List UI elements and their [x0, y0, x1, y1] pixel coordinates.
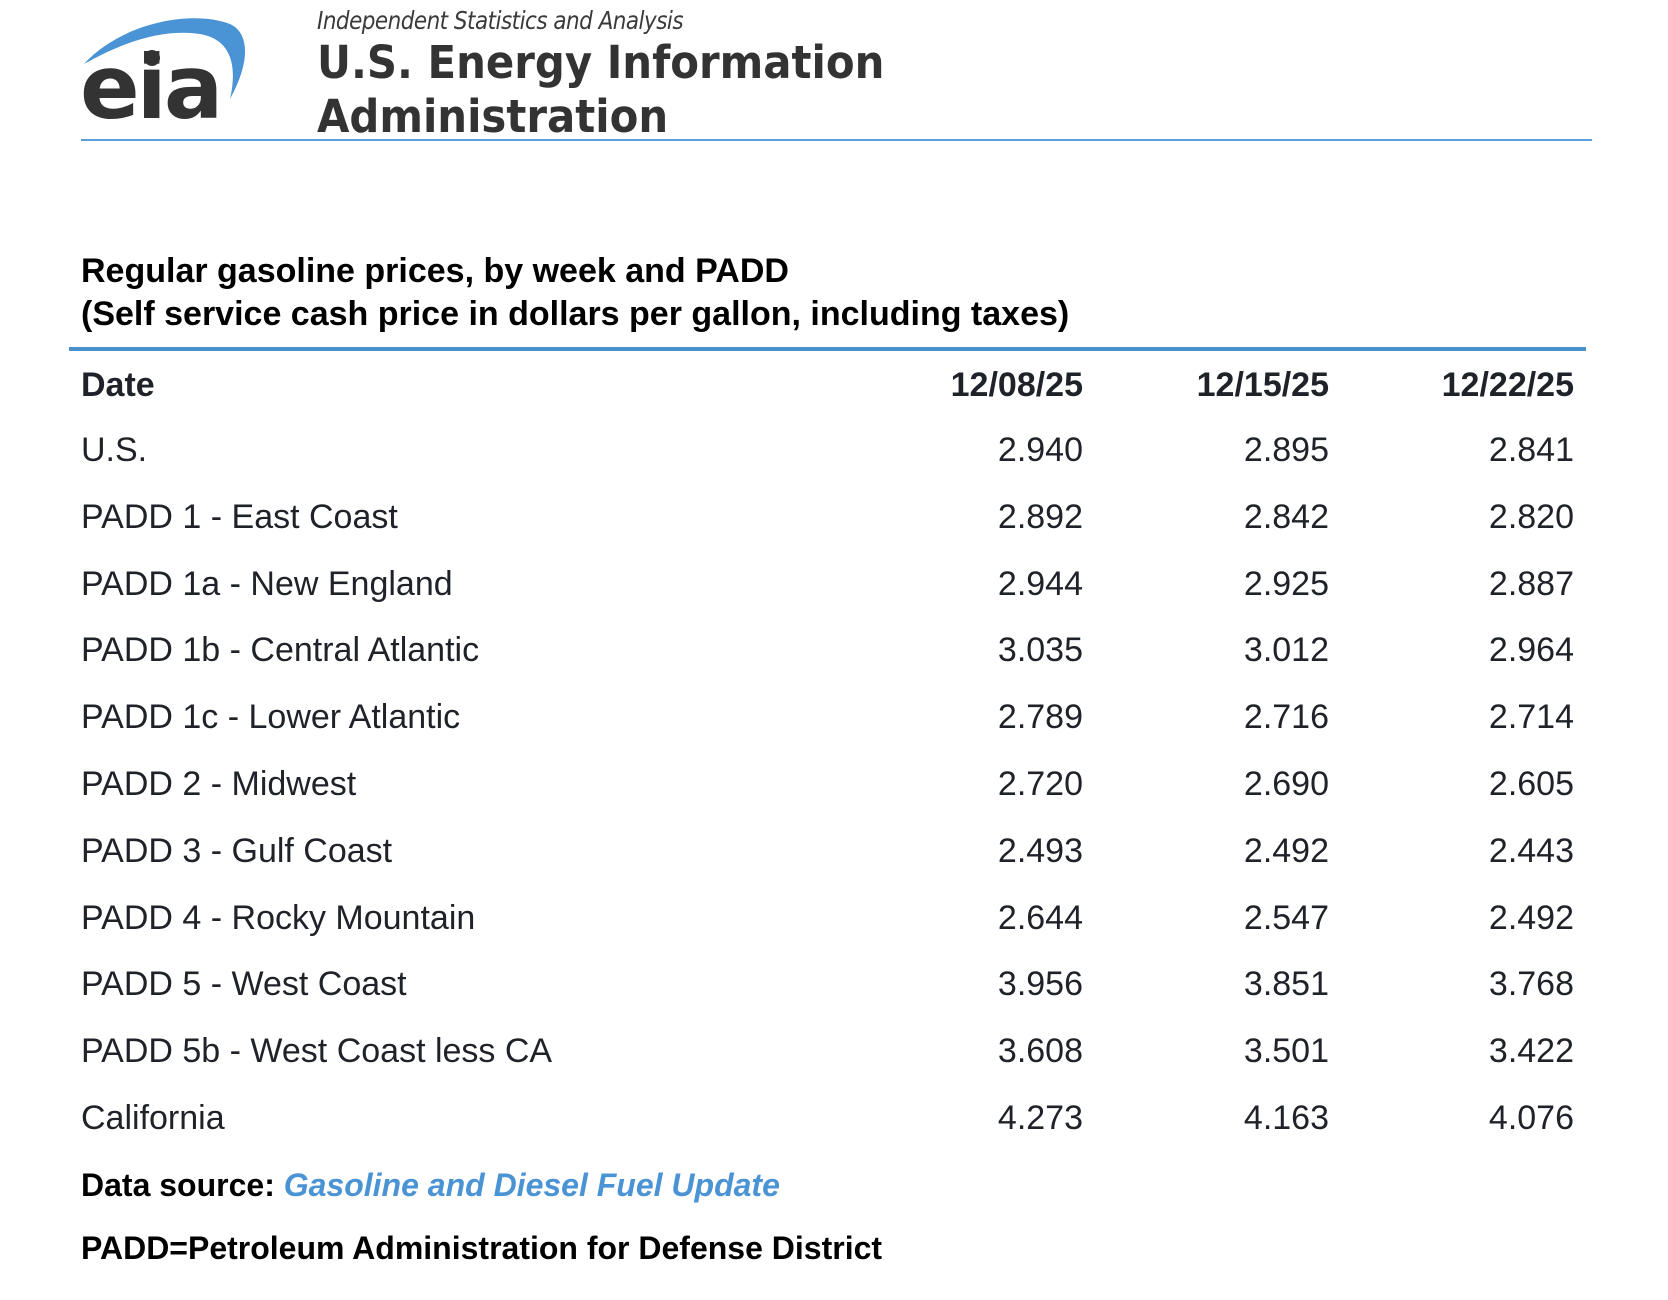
- eia-logo: [84, 18, 246, 99]
- price-cell: 2.895: [1243, 431, 1329, 469]
- price-cell: 3.035: [997, 631, 1083, 670]
- price-cell: 4.076: [1488, 1099, 1574, 1137]
- price-cell: 4.273: [997, 1099, 1083, 1137]
- title-line-2: (Self service cash price in dollars per …: [81, 295, 1070, 333]
- price-cell: 2.887: [1488, 564, 1574, 603]
- price-cell: 2.820: [1488, 497, 1574, 536]
- column-header-week-3: 12/22/25: [1441, 366, 1574, 404]
- table-title: Regular gasoline prices, by week and PAD…: [81, 250, 1069, 336]
- table-row: PADD 1c - Lower Atlantic 2.789 2.716 2.714: [0, 687, 1668, 747]
- row-label: PADD 1b - Central Atlantic: [81, 631, 480, 670]
- logo-dot-icon: [144, 50, 160, 66]
- price-cell: 2.644: [997, 898, 1083, 937]
- price-cell: 2.714: [1488, 698, 1574, 737]
- price-cell: 2.944: [997, 564, 1083, 603]
- price-cell: 3.851: [1243, 965, 1329, 1004]
- price-cell: 3.422: [1488, 1032, 1574, 1071]
- data-source-link[interactable]: Gasoline and Diesel Fuel Update: [283, 1167, 780, 1203]
- logo-letters: eia: [80, 36, 223, 139]
- table-row: PADD 1 - East Coast 2.892 2.842 2.820: [0, 487, 1668, 547]
- price-cell: 2.716: [1243, 698, 1329, 737]
- price-cell: 3.608: [997, 1032, 1083, 1071]
- price-cell: 2.892: [997, 497, 1083, 536]
- row-label: PADD 1 - East Coast: [81, 497, 398, 536]
- table-row: PADD 2 - Midwest 2.720 2.690 2.605: [0, 754, 1668, 814]
- table-header-row: Date 12/08/25 12/15/25 12/22/25: [0, 355, 1668, 415]
- table-row: PADD 1b - Central Atlantic 3.035 3.012 2.96…: [0, 620, 1668, 680]
- data-source-label: Data source:: [81, 1167, 284, 1203]
- table-row: PADD 5b - West Coast less CA 3.608 3.501 3.…: [0, 1021, 1668, 1081]
- row-label: PADD 1c - Lower Atlantic: [81, 698, 461, 737]
- price-cell: 2.841: [1488, 431, 1574, 469]
- column-header-week-2: 12/15/25: [1196, 366, 1329, 404]
- price-cell: 2.720: [997, 765, 1083, 803]
- price-cell: 2.492: [1488, 898, 1574, 937]
- org-name-line2: Administration: [317, 90, 669, 143]
- row-label: PADD 5 - West Coast: [81, 965, 407, 1004]
- table-row: PADD 1a - New England 2.944 2.925 2.887: [0, 554, 1668, 614]
- row-label: PADD 3 - Gulf Coast: [81, 831, 393, 870]
- price-cell: 3.768: [1488, 965, 1574, 1004]
- price-cell: 2.605: [1488, 765, 1574, 803]
- logo-org-name: U.S. Energy Information Administration: [317, 36, 884, 144]
- row-label: California: [81, 1099, 225, 1137]
- table-row: PADD 5 - West Coast 3.956 3.851 3.768: [0, 954, 1668, 1014]
- price-cell: 3.501: [1243, 1032, 1329, 1071]
- price-cell: 3.956: [997, 965, 1083, 1004]
- price-cell: 2.964: [1488, 631, 1574, 670]
- table-row: PADD 4 - Rocky Mountain 2.644 2.547 2.492: [0, 888, 1668, 948]
- header-divider: [81, 139, 1592, 141]
- padd-definition-note: PADD=Petroleum Administration for Defens…: [81, 1230, 883, 1266]
- column-header-date: Date: [81, 366, 155, 404]
- price-cell: 2.492: [1243, 831, 1329, 870]
- row-label: PADD 2 - Midwest: [81, 765, 357, 803]
- column-header-week-1: 12/08/25: [950, 366, 1083, 404]
- row-label: PADD 1a - New England: [81, 564, 453, 603]
- table-row: PADD 3 - Gulf Coast 2.493 2.492 2.443: [0, 821, 1668, 881]
- price-cell: 2.842: [1243, 497, 1329, 536]
- row-label: PADD 5b - West Coast less CA: [81, 1032, 553, 1071]
- price-cell: 2.547: [1243, 898, 1329, 937]
- price-cell: 2.493: [997, 831, 1083, 870]
- title-line-1: Regular gasoline prices, by week and PAD…: [81, 252, 789, 290]
- price-cell: 2.789: [997, 698, 1083, 737]
- price-cell: 2.925: [1243, 564, 1329, 603]
- row-label: PADD 4 - Rocky Mountain: [81, 898, 476, 937]
- org-name-line1: U.S. Energy Information: [317, 36, 885, 89]
- price-cell: 2.940: [997, 431, 1083, 469]
- price-cell: 2.443: [1488, 831, 1574, 870]
- price-cell: 4.163: [1243, 1099, 1329, 1137]
- logo-tagline: Independent Statistics and Analysis: [317, 6, 684, 35]
- table-row: U.S. 2.940 2.895 2.841: [0, 420, 1668, 480]
- logo-swoosh-icon: [84, 18, 246, 99]
- data-source-line: Data source: Gasoline and Diesel Fuel Up…: [81, 1163, 780, 1207]
- price-cell: 2.690: [1243, 765, 1329, 803]
- table-top-rule: [69, 347, 1586, 351]
- price-cell: 3.012: [1243, 631, 1329, 670]
- row-label: U.S.: [81, 431, 148, 469]
- table-row: California 4.273 4.163 4.076: [0, 1088, 1668, 1148]
